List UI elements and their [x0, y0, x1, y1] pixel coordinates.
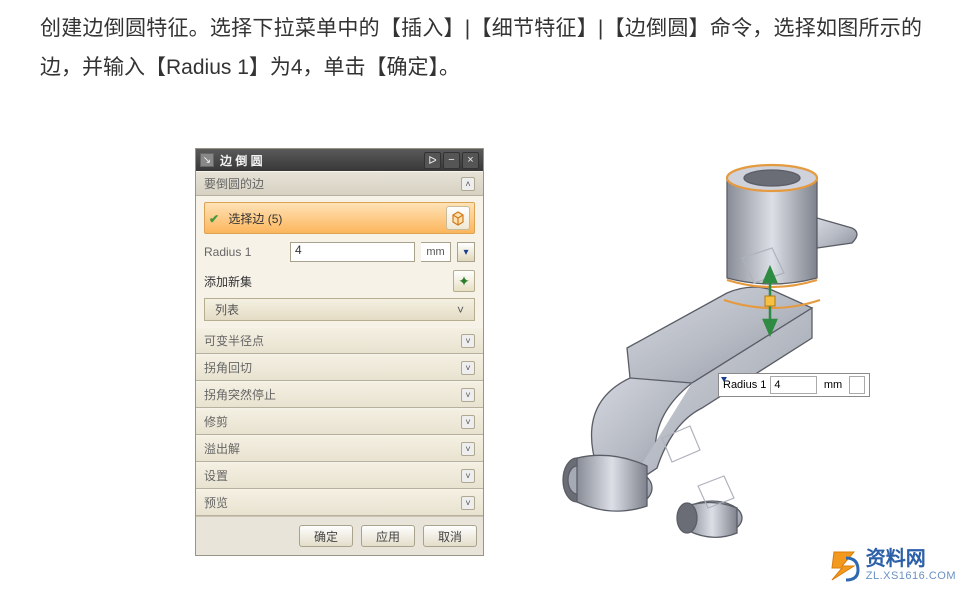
- minimize-button[interactable]: −: [443, 152, 460, 169]
- section-edges-label: 要倒圆的边: [204, 175, 264, 192]
- list-header-label: 列表: [215, 301, 239, 318]
- radius-label: Radius 1: [204, 245, 284, 259]
- group-settings[interactable]: 设置˅: [196, 462, 483, 489]
- add-set-row: 添加新集 ✦: [204, 270, 475, 292]
- group-variable-radius[interactable]: 可变半径点˅: [196, 327, 483, 354]
- section-edges-body: ✔ 选择边 (5) Radius 1 4 mm ▾ 添加新集 ✦ 列表 ˅: [196, 196, 483, 327]
- chevron-down-icon: ˅: [461, 442, 475, 456]
- tooltip-label: Radius 1: [723, 379, 766, 391]
- dialog-titlebar[interactable]: ↘ 边 倒 圆 ᐅ − ×: [196, 149, 483, 171]
- chevron-down-icon: ˅: [457, 303, 464, 317]
- watermark-url: ZL.XS1616.COM: [866, 570, 956, 582]
- chevron-down-icon: ˅: [461, 415, 475, 429]
- chevron-down-icon: ˅: [461, 361, 475, 375]
- add-set-label: 添加新集: [204, 273, 252, 290]
- chevron-down-icon: ˅: [461, 469, 475, 483]
- dialog-title: 边 倒 圆: [220, 152, 263, 169]
- model-svg: [512, 148, 912, 568]
- select-edges-row[interactable]: ✔ 选择边 (5): [204, 202, 475, 234]
- tooltip-dropdown-button[interactable]: [849, 376, 865, 394]
- watermark-title: 资料网: [866, 548, 956, 570]
- edge-blend-dialog: ↘ 边 倒 圆 ᐅ − × 要倒圆的边 ˄ ✔ 选择边 (5) Radius: [195, 148, 484, 556]
- dialog-buttons: 确定 应用 取消: [196, 516, 483, 555]
- dialog-icon: ↘: [200, 153, 214, 167]
- group-trimming[interactable]: 修剪˅: [196, 408, 483, 435]
- tooltip-unit: mm: [821, 379, 845, 391]
- cancel-button[interactable]: 取消: [423, 525, 477, 547]
- radius-row: Radius 1 4 mm ▾: [204, 242, 475, 262]
- chevron-down-icon: ˅: [461, 496, 475, 510]
- ok-button[interactable]: 确定: [299, 525, 353, 547]
- group-preview[interactable]: 预览˅: [196, 489, 483, 516]
- chevron-down-icon: ˅: [461, 388, 475, 402]
- content-area: ↘ 边 倒 圆 ᐅ − × 要倒圆的边 ˄ ✔ 选择边 (5) Radius: [195, 148, 912, 568]
- chevron-up-icon: ˄: [461, 177, 475, 191]
- list-header[interactable]: 列表 ˅: [204, 298, 475, 321]
- group-corner-setback[interactable]: 拐角回切˅: [196, 354, 483, 381]
- tooltip-value-input[interactable]: 4: [770, 376, 817, 394]
- close-button[interactable]: ×: [462, 152, 479, 169]
- chevron-down-icon: ˅: [461, 334, 475, 348]
- watermark: 资料网 ZL.XS1616.COM: [824, 546, 956, 584]
- apply-button[interactable]: 应用: [361, 525, 415, 547]
- 3d-viewport[interactable]: Radius 1 4 mm: [512, 148, 912, 568]
- selection-scope-button[interactable]: [446, 206, 470, 230]
- radius-input[interactable]: 4: [290, 242, 415, 262]
- group-overflow[interactable]: 溢出解˅: [196, 435, 483, 462]
- undo-button[interactable]: ᐅ: [424, 152, 441, 169]
- watermark-text: 资料网 ZL.XS1616.COM: [866, 548, 956, 582]
- section-edges-header[interactable]: 要倒圆的边 ˄: [196, 171, 483, 196]
- radius-dropdown-button[interactable]: ▾: [457, 242, 475, 262]
- watermark-icon: [824, 546, 862, 584]
- select-edges-label: 选择边 (5): [228, 212, 282, 226]
- radius-tooltip[interactable]: Radius 1 4 mm: [718, 373, 870, 397]
- check-icon: ✔: [209, 212, 219, 226]
- radius-unit: mm: [421, 242, 451, 262]
- add-set-button[interactable]: ✦: [453, 270, 475, 292]
- instruction-text: 创建边倒圆特征。选择下拉菜单中的【插入】|【细节特征】|【边倒圆】命令，选择如图…: [0, 0, 962, 96]
- group-stop-short[interactable]: 拐角突然停止˅: [196, 381, 483, 408]
